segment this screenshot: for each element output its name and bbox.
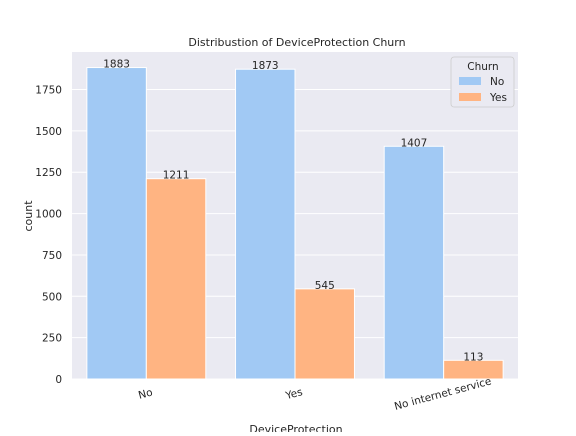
y-tick-label: 750 [42, 250, 62, 262]
y-tick-label: 250 [42, 333, 62, 345]
x-tick-label: No [137, 386, 154, 401]
bar-yes-2 [443, 359, 504, 380]
x-axis-label: DeviceProtection [249, 423, 342, 432]
y-tick-label: 1000 [35, 209, 62, 221]
y-axis-label: count [22, 200, 35, 232]
x-tick-labels: No Yes No internet service [137, 375, 493, 412]
bar-value-labels: 1883 1211 1873 545 1407 113 [103, 59, 483, 364]
x-tick-label: No internet service [393, 375, 493, 412]
y-tick-labels: 0 250 500 750 1000 1250 1500 1750 [35, 85, 62, 386]
bar-value-label: 1883 [103, 59, 130, 71]
bar-value-label: 545 [315, 280, 335, 292]
bar-yes-1 [294, 288, 355, 380]
bar-no-0 [86, 67, 147, 380]
y-tick-label: 1500 [35, 126, 62, 138]
y-tick-label: 0 [55, 374, 62, 386]
legend: Churn No Yes [450, 56, 515, 108]
y-tick-label: 500 [42, 291, 62, 303]
legend-swatch-no [459, 77, 481, 85]
bar-no-2 [383, 145, 445, 380]
bar-value-label: 1211 [163, 170, 190, 182]
bar-value-label: 1873 [252, 60, 279, 72]
chart-title: Distribustion of DeviceProtection Churn [188, 36, 405, 49]
legend-title: Churn [467, 61, 498, 73]
bars [86, 67, 504, 380]
legend-swatch-yes [459, 93, 481, 101]
bar-no-1 [235, 68, 296, 380]
x-tick-label: Yes [284, 386, 304, 402]
y-tick-label: 1750 [35, 85, 62, 97]
bar-value-label: 1407 [401, 137, 428, 149]
bar-value-label: 113 [463, 351, 483, 363]
y-tick-label: 1250 [35, 167, 62, 179]
bar-yes-0 [145, 178, 207, 380]
legend-label-yes: Yes [489, 92, 507, 104]
legend-label-no: No [490, 76, 504, 88]
